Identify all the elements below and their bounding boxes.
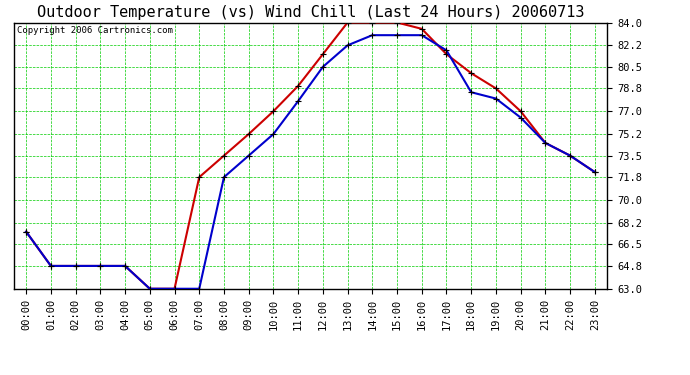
- Text: Copyright 2006 Cartronics.com: Copyright 2006 Cartronics.com: [17, 27, 172, 36]
- Title: Outdoor Temperature (vs) Wind Chill (Last 24 Hours) 20060713: Outdoor Temperature (vs) Wind Chill (Las…: [37, 5, 584, 20]
